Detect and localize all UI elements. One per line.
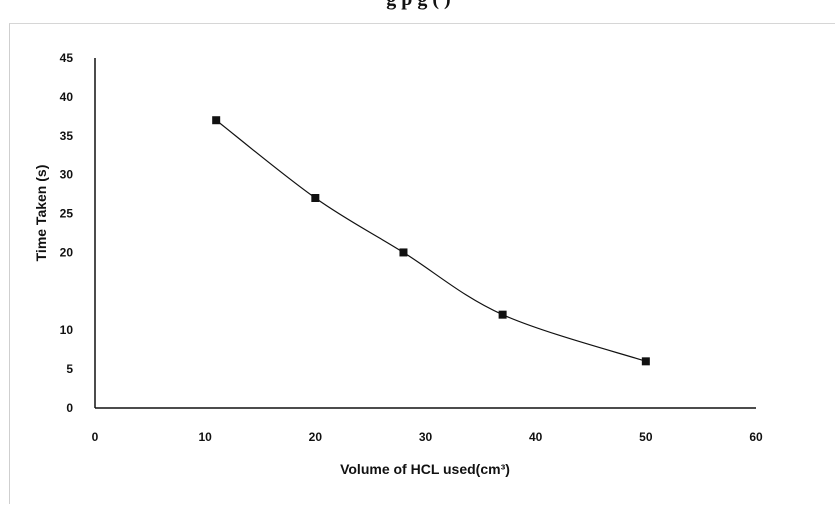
x-tick-label: 60 [749, 430, 763, 444]
data-point [212, 116, 221, 125]
axes [94, 58, 756, 409]
x-tick-label: 40 [529, 430, 543, 444]
series-line [215, 119, 647, 362]
data-point [641, 357, 650, 366]
data-point [498, 310, 507, 319]
title-strip: g p g ( ) [0, 0, 837, 22]
y-tick-label: 30 [60, 168, 74, 182]
cut-off-title: g p g ( ) [0, 0, 837, 11]
x-tick-label: 20 [309, 430, 323, 444]
series-markers [212, 116, 650, 366]
y-tick-labels: 0 5 10 20 25 30 35 40 45 [60, 51, 74, 415]
x-tick-label: 50 [639, 430, 653, 444]
data-point [311, 194, 320, 202]
y-tick-label: 35 [60, 129, 74, 143]
chart-frame [9, 23, 835, 504]
x-axis-title: Volume of HCL used(cm³) [340, 461, 510, 477]
y-tick-label: 5 [66, 362, 73, 376]
y-tick-label: 10 [60, 323, 74, 337]
y-tick-label: 25 [60, 207, 74, 221]
data-point [399, 248, 408, 257]
x-tick-label: 10 [198, 430, 212, 444]
y-axis-title: Time Taken (s) [33, 165, 49, 262]
y-tick-label: 40 [60, 90, 74, 104]
x-tick-label: 30 [419, 430, 433, 444]
y-tick-label: 20 [60, 245, 74, 259]
y-tick-label: 45 [60, 51, 74, 65]
y-tick-label: 0 [66, 401, 73, 415]
x-tick-labels: 0 10 20 30 40 50 60 [92, 430, 763, 444]
x-tick-label: 0 [92, 430, 99, 444]
